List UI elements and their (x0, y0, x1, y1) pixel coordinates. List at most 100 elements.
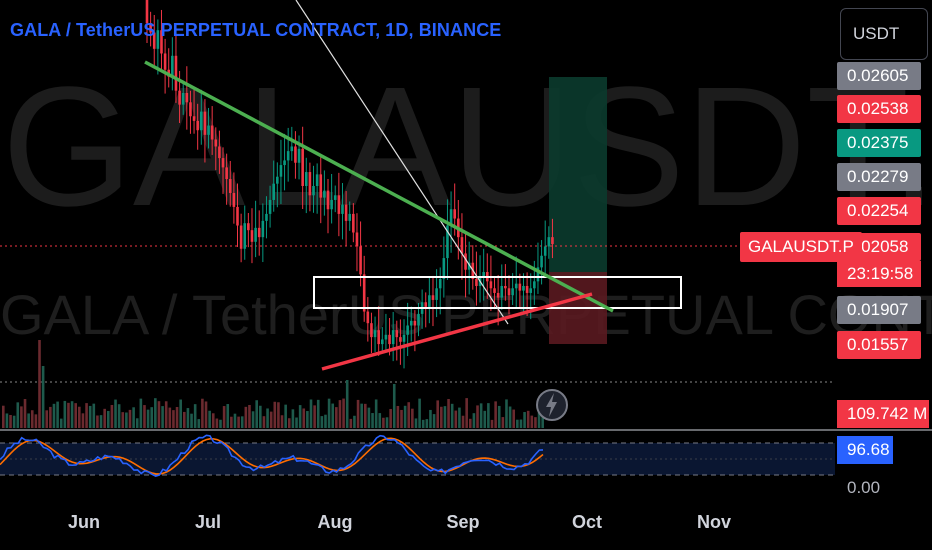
volume-bars (2, 340, 544, 428)
long-position-profit-zone[interactable] (549, 77, 607, 278)
candle-body (362, 274, 366, 312)
volume-bar (385, 417, 389, 428)
lightning-icon[interactable] (535, 385, 569, 425)
volume-bar (143, 405, 146, 428)
volume-bar (490, 419, 494, 428)
volume-bar (88, 405, 92, 428)
volume-bar (132, 407, 135, 428)
volume-bar (284, 404, 287, 428)
volume-bar (458, 407, 461, 428)
ascending-trendline[interactable] (321, 292, 593, 371)
volume-bar (135, 418, 139, 428)
candle-body (446, 225, 449, 259)
volume-bar (67, 402, 70, 428)
volume-bar (38, 340, 41, 428)
volume-bar (226, 404, 230, 428)
candle-body (297, 148, 301, 163)
price-label: 0.02279 (837, 163, 921, 191)
month-label: Jun (67, 512, 101, 532)
candle-body (475, 279, 478, 286)
stoch-d-line (0, 437, 544, 475)
volume-bar (534, 417, 537, 428)
volume-bar (2, 405, 5, 428)
candle-body (149, 23, 152, 33)
volume-bar (465, 398, 468, 428)
volume-bar (418, 398, 421, 428)
candle-body (290, 146, 294, 152)
volume-bar (331, 403, 335, 428)
volume-bar (110, 404, 114, 428)
candle-body (163, 53, 167, 70)
symbol-label: GALAUSDT.P (740, 232, 862, 262)
candle-body (464, 253, 467, 270)
candle-body (210, 125, 214, 140)
candle-body (482, 272, 485, 277)
volume-bar (255, 400, 258, 428)
range-rectangle[interactable] (313, 276, 682, 309)
symbol-watermark: GALAUSDT.P, 1D (2, 52, 932, 242)
currency-button[interactable]: USDT (840, 8, 928, 60)
descending-trendline[interactable] (144, 60, 614, 313)
volume-bar (519, 419, 523, 428)
candle-body (228, 179, 232, 193)
month-label: Oct (571, 512, 603, 532)
volume-bar (523, 412, 526, 428)
volume-bar (12, 415, 16, 428)
volume-bar (429, 409, 432, 428)
candle-body (301, 148, 304, 186)
volume-bar (233, 413, 237, 428)
volume-bar (154, 398, 157, 428)
candle-body (221, 158, 225, 168)
volume-bar (237, 416, 240, 428)
volume-bar (34, 414, 38, 428)
volume-bar (197, 419, 201, 428)
volume-bar (516, 419, 519, 428)
candle-body (344, 204, 348, 221)
candle-body (507, 288, 511, 296)
candle-body (525, 285, 529, 293)
volume-bar (114, 399, 117, 428)
candle-body (504, 285, 507, 289)
volume-bar (5, 413, 9, 428)
volume-bar (172, 410, 175, 428)
candle-body (522, 285, 525, 291)
candle-body (232, 192, 236, 207)
volume-bar (103, 408, 106, 428)
candle-body (294, 146, 297, 163)
volume-bar (313, 405, 316, 428)
month-label: Nov (696, 512, 732, 532)
volume-bar (342, 398, 345, 428)
candle-body (218, 146, 221, 159)
volume-bar (320, 416, 324, 428)
volume-bar (201, 398, 204, 428)
volume-bar (371, 413, 374, 428)
volume-bar (497, 405, 501, 428)
volume-bar (269, 411, 273, 428)
candle-body (373, 330, 377, 338)
volume-bar (208, 410, 211, 428)
volume-bar (78, 406, 81, 428)
volume-bar (447, 398, 450, 428)
volume-bar (436, 400, 439, 428)
volume-bar (392, 384, 396, 428)
volume-bar (382, 417, 385, 428)
volume-bar (378, 413, 382, 428)
candle-body (145, 0, 149, 24)
volume-bar (240, 416, 244, 428)
volume-bar (494, 401, 497, 428)
candle-body (326, 190, 330, 210)
volume-bar (302, 408, 306, 428)
candle-body (178, 90, 181, 105)
white-trendline[interactable] (295, 0, 509, 325)
volume-bar (280, 415, 284, 428)
volume-bar (190, 413, 193, 428)
volume-bar (244, 406, 248, 428)
candle-body (286, 151, 290, 161)
volume-bar (508, 406, 512, 428)
candle-body (265, 213, 268, 221)
volume-bar (204, 401, 208, 428)
price-label: 0.02538 (837, 95, 921, 123)
candle-body (384, 334, 388, 340)
volume-bar (476, 405, 479, 428)
